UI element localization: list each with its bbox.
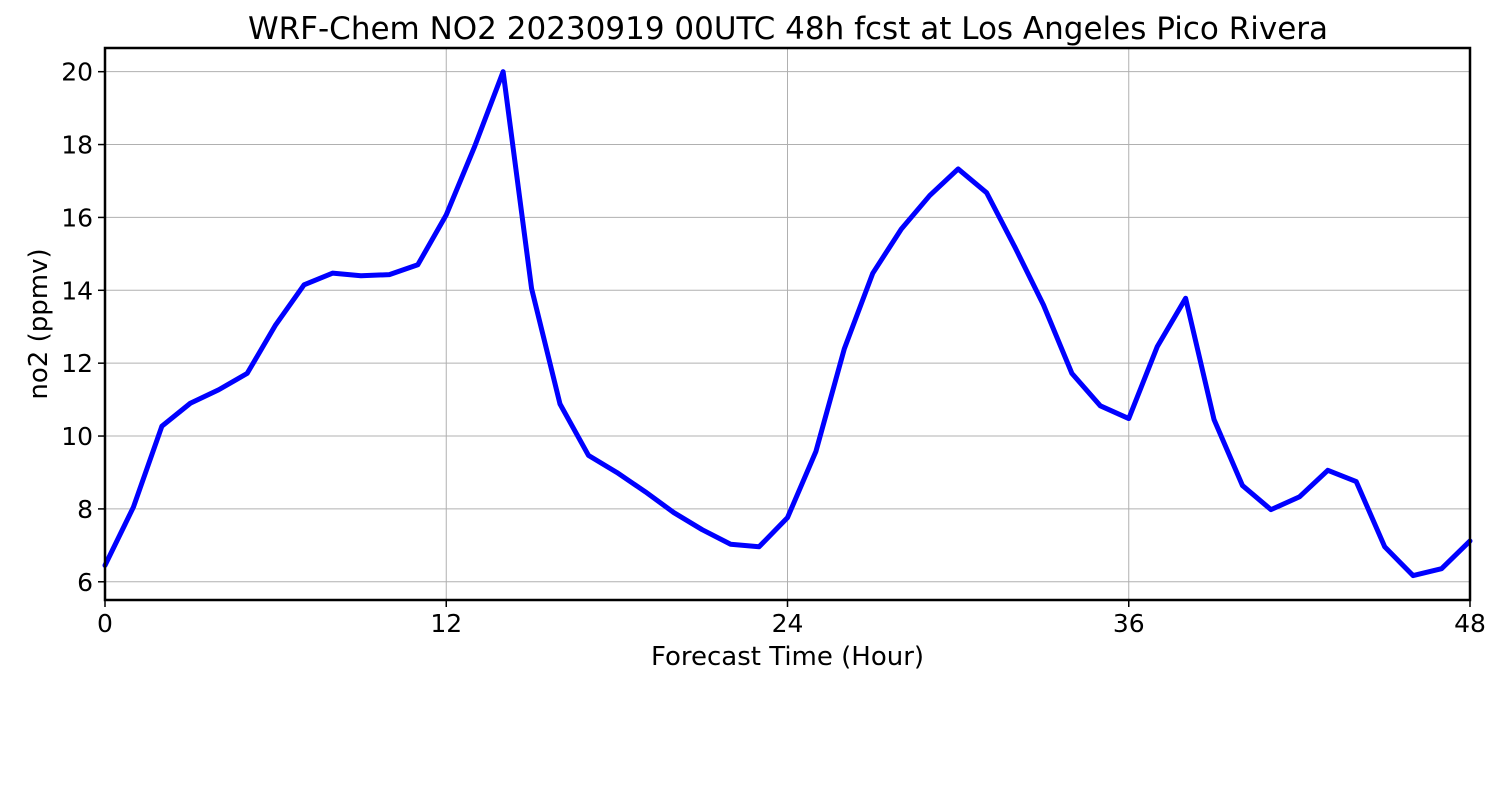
x-tick-label: 24 [772, 609, 804, 638]
no2-series-line [102, 69, 1473, 579]
y-tick-label: 18 [61, 131, 93, 160]
x-tick-label: 0 [97, 609, 113, 638]
x-tick-label: 36 [1113, 609, 1145, 638]
y-axis-label: no2 (ppmv) [24, 248, 54, 399]
y-tick-label: 14 [61, 276, 93, 305]
x-tick-label: 48 [1454, 609, 1486, 638]
y-tick-label: 6 [77, 568, 93, 597]
y-tick-label: 10 [61, 422, 93, 451]
y-tick-label: 8 [77, 495, 93, 524]
ticks: 0 12 24 36 48 6 8 10 12 14 16 18 20 [61, 58, 1486, 638]
x-tick-label: 12 [430, 609, 462, 638]
series-layer [102, 69, 1473, 579]
y-tick-label: 20 [61, 58, 93, 87]
grid [104, 48, 1471, 600]
y-tick-label: 12 [61, 349, 93, 378]
x-axis-label: Forecast Time (Hour) [651, 642, 924, 672]
y-tick-label: 16 [61, 203, 93, 232]
chart-title: WRF-Chem NO2 20230919 00UTC 48h fcst at … [248, 11, 1328, 47]
